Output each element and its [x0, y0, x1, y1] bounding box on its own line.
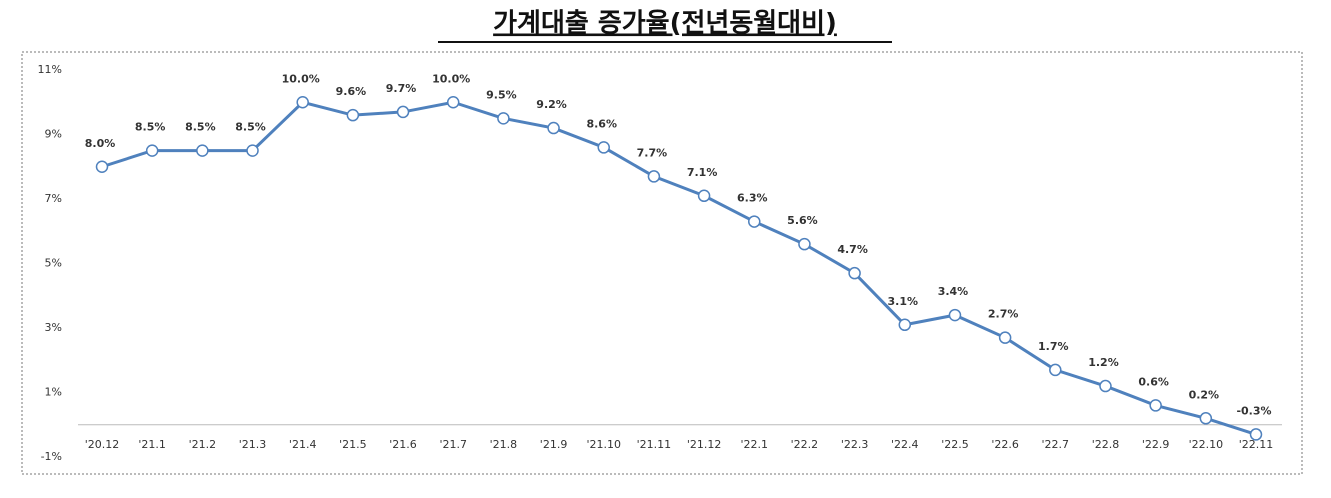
value-label: 8.5%	[135, 121, 166, 134]
point	[145, 144, 159, 157]
x-tick-label: '21.9	[540, 438, 568, 451]
y-tick-label: 1%	[45, 386, 62, 399]
point	[697, 189, 711, 203]
y-tick-label: -1%	[41, 450, 62, 463]
x-tick-label: '21.8	[490, 438, 518, 451]
value-label: 1.7%	[1038, 340, 1069, 353]
value-label: 1.2%	[1088, 356, 1119, 369]
value-label: 3.4%	[938, 285, 969, 298]
x-tick-label: '22.7	[1042, 438, 1070, 451]
x-tick-label: '21.11	[637, 438, 672, 451]
x-tick-label: '22.2	[791, 438, 819, 451]
point	[196, 144, 209, 157]
y-tick-label: 11%	[38, 63, 62, 76]
y-tick-label: 3%	[45, 321, 62, 334]
x-tick-label: '21.6	[389, 438, 417, 451]
value-label: 8.0%	[85, 137, 116, 150]
point	[497, 112, 510, 125]
value-label: 8.5%	[235, 121, 266, 134]
value-label: 7.7%	[637, 146, 668, 159]
point	[798, 237, 811, 251]
x-tick-label: '21.12	[687, 438, 722, 451]
x-tick-label: '21.10	[586, 438, 621, 451]
x-tick-label: '22.3	[841, 438, 869, 451]
x-tick-label: '21.3	[239, 438, 267, 451]
value-label: 9.5%	[486, 88, 517, 101]
point	[898, 318, 912, 332]
value-label: 0.6%	[1138, 375, 1169, 388]
value-label: 9.7%	[386, 82, 417, 95]
y-tick-label: 9%	[45, 128, 62, 141]
x-tick-label: '22.1	[740, 438, 768, 451]
value-label: 5.6%	[787, 214, 818, 227]
value-label: 4.7%	[837, 243, 868, 256]
point	[1049, 363, 1062, 377]
value-label: 10.0%	[282, 72, 320, 85]
point	[1099, 379, 1112, 393]
point	[948, 308, 962, 322]
point	[998, 331, 1012, 344]
value-label: 7.1%	[687, 166, 718, 179]
x-tick-label: '22.11	[1239, 438, 1274, 451]
x-tick-label: '22.8	[1092, 438, 1120, 451]
point	[396, 105, 410, 119]
value-label: 10.0%	[432, 72, 470, 85]
x-tick-label: '22.10	[1189, 438, 1224, 451]
x-tick-label: '21.7	[439, 438, 467, 451]
plot-frame	[21, 51, 1303, 475]
x-tick-label: '22.9	[1142, 438, 1170, 451]
line	[101, 100, 1257, 436]
x-tick-label: '21.2	[189, 438, 217, 451]
point	[1199, 412, 1213, 425]
point	[346, 108, 360, 122]
point	[547, 121, 560, 135]
value-label: 9.6%	[336, 85, 367, 98]
x-tick-label: '20.12	[85, 438, 120, 451]
point	[95, 160, 109, 173]
value-label: 8.5%	[185, 121, 216, 134]
x-tick-label: '21.5	[339, 438, 367, 451]
point	[296, 96, 309, 109]
y-tick-label: 5%	[45, 257, 62, 270]
point	[1249, 428, 1263, 441]
x-tick-label: '22.6	[991, 438, 1019, 451]
point	[1149, 399, 1162, 412]
point	[647, 170, 661, 183]
chart-title: 가계대출 증가율(전년동월대비)	[493, 9, 837, 39]
point	[246, 144, 259, 157]
value-label: 2.7%	[988, 308, 1019, 321]
x-tick-label: '22.5	[941, 438, 969, 451]
y-tick-label: 7%	[45, 192, 62, 205]
value-label: 0.2%	[1189, 388, 1220, 401]
value-label: -0.3%	[1236, 404, 1271, 417]
x-tick-label: '21.1	[138, 438, 166, 451]
value-label: 6.3%	[737, 192, 768, 205]
x-tick-label: '22.4	[891, 438, 919, 451]
x-tick-label: '21.4	[289, 438, 317, 451]
point	[748, 215, 761, 228]
point	[848, 266, 861, 280]
value-label: 9.2%	[536, 98, 567, 111]
point	[597, 141, 610, 154]
value-label: 8.6%	[586, 117, 617, 130]
value-label: 3.1%	[888, 295, 919, 308]
point	[446, 96, 460, 109]
